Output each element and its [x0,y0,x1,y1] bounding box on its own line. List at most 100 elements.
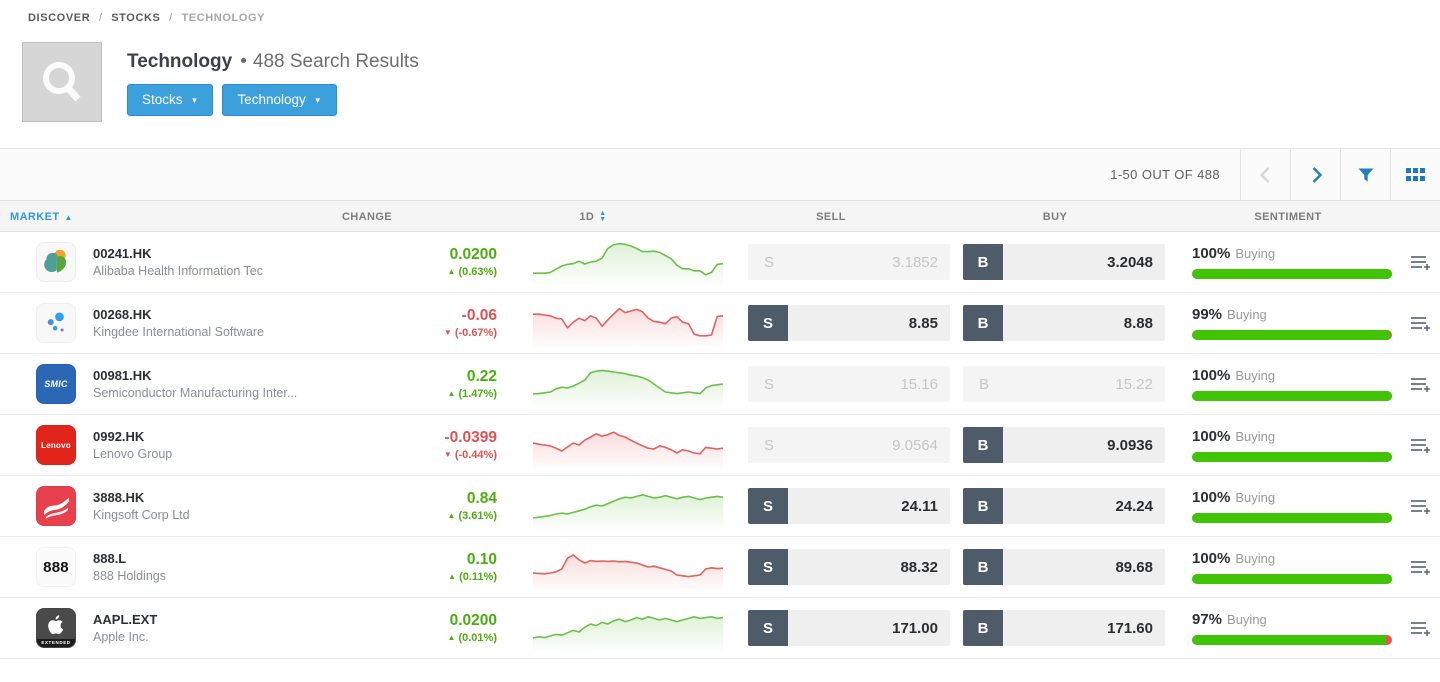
instrument-symbol[interactable]: 888.L [93,551,127,566]
sell-price: 9.0564 [892,436,938,454]
change-direction-icon: ▲ [447,632,456,642]
change-cell: 0.0200 ▲ (0.01%) [360,612,497,644]
instrument-name: Kingdee International Software [93,325,264,339]
change-direction-icon: ▲ [447,388,456,398]
market-cell[interactable]: SMIC 00981.HK Semiconductor Manufacturin… [0,364,360,404]
filter-funnel-icon [1356,165,1376,185]
change-cell: 0.22 ▲ (1.47%) [360,368,497,400]
table-row[interactable]: SMIC 00981.HK Semiconductor Manufacturin… [0,354,1440,415]
buy-button[interactable]: B 24.24 [963,488,1165,524]
add-to-watchlist-icon[interactable] [1407,372,1431,396]
buy-letter: B [963,244,1003,280]
add-to-watchlist-icon[interactable] [1407,494,1431,518]
market-cell[interactable]: Lenovo 0992.HK Lenovo Group [0,425,360,465]
buy-button[interactable]: B 89.68 [963,549,1165,585]
asset-class-dropdown[interactable]: Stocks ▼ [127,84,214,116]
table-row[interactable]: Lenovo 0992.HK Lenovo Group -0.0399 ▼ (-0… [0,415,1440,476]
add-to-watchlist-icon[interactable] [1407,433,1431,457]
instrument-logo: 888 [36,547,76,587]
change-percent-line: ▲ (0.01%) [360,632,497,644]
instrument-symbol[interactable]: 00981.HK [93,368,152,383]
buy-cell: B 15.22 [963,366,1165,402]
change-percent-line: ▼ (-0.67%) [360,327,497,339]
instrument-logo [36,303,76,343]
market-cell[interactable]: 00268.HK Kingdee International Software [0,303,360,343]
instrument-symbol[interactable]: 00268.HK [93,307,152,322]
column-header-buy-label: BUY [1042,211,1068,223]
table-row[interactable]: 00241.HK Alibaba Health Information Tec … [0,232,1440,293]
table-row[interactable]: 00268.HK Kingdee International Software … [0,293,1440,354]
instrument-symbol[interactable]: 0992.HK [93,429,145,444]
instrument-name: Lenovo Group [93,447,173,461]
table-row[interactable]: EXTENDED AAPL.EXT Apple Inc. 0.0200 ▲ (0.… [0,598,1440,659]
breadcrumb-discover[interactable]: DISCOVER [28,12,91,24]
market-cell[interactable]: 00241.HK Alibaba Health Information Tec [0,242,360,282]
sentiment-label: Buying [1235,368,1276,383]
breadcrumb-separator: / [98,12,103,24]
sell-cell: S 171.00 [748,610,950,646]
sell-letter: S [748,488,788,524]
sentiment-label: Buying [1227,307,1267,322]
add-to-watchlist-icon[interactable] [1407,311,1431,335]
change-direction-icon: ▼ [443,449,452,459]
sentiment-text: 97% Buying [1192,611,1392,628]
table-header: MARKET ▲ CHANGE 1D ▲ ▼ SELL BUY SENTIMENT [0,200,1440,232]
column-header-market[interactable]: MARKET ▲ [10,201,73,233]
chevron-down-icon: ▼ [313,95,322,105]
column-header-1d[interactable]: 1D ▲ ▼ [579,201,606,233]
instrument-logo: EXTENDED [36,608,76,648]
watch-cell [1404,372,1434,396]
buy-button[interactable]: B 171.60 [963,610,1165,646]
grid-view-button[interactable] [1390,148,1440,201]
sell-cell: S 15.16 [748,366,950,402]
market-cell[interactable]: EXTENDED AAPL.EXT Apple Inc. [0,608,360,648]
sentiment-text: 100% Buying [1192,245,1392,262]
table-row[interactable]: 3888.HK Kingsoft Corp Ltd 0.84 ▲ (3.61%) … [0,476,1440,537]
instrument-names: 00981.HK Semiconductor Manufacturing Int… [93,368,297,400]
sell-button[interactable]: S 171.00 [748,610,950,646]
sparkline-chart [532,483,724,529]
sentiment-label: Buying [1235,246,1276,261]
add-to-watchlist-icon[interactable] [1407,616,1431,640]
sentiment-text: 100% Buying [1192,367,1392,384]
change-percent-line: ▲ (1.47%) [360,388,497,400]
market-cell[interactable]: 888 888.L 888 Holdings [0,547,360,587]
change-direction-icon: ▲ [447,266,456,276]
market-cell[interactable]: 3888.HK Kingsoft Corp Ltd [0,486,360,526]
change-value: 0.0200 [449,246,497,264]
instrument-symbol[interactable]: 00241.HK [93,246,152,261]
instrument-symbol[interactable]: 3888.HK [93,490,145,505]
chevron-left-icon [1255,164,1277,186]
column-header-sentiment: SENTIMENT [1254,201,1321,233]
sell-cell: S 24.11 [748,488,950,524]
buy-button[interactable]: B 9.0936 [963,427,1165,463]
instrument-names: 888.L 888 Holdings [93,551,166,583]
sell-button[interactable]: S 8.85 [748,305,950,341]
table-row[interactable]: 888 888.L 888 Holdings 0.10 ▲ (0.11%) S 8… [0,537,1440,598]
buy-letter: B [963,305,1003,341]
breadcrumb-stocks[interactable]: STOCKS [111,12,161,24]
sell-button[interactable]: S 88.32 [748,549,950,585]
watch-cell [1404,433,1434,457]
sell-cell: S 9.0564 [748,427,950,463]
sector-dropdown[interactable]: Technology ▼ [222,84,337,116]
buy-letter: B [979,375,990,393]
add-to-watchlist-icon[interactable] [1407,250,1431,274]
instrument-symbol[interactable]: AAPL.EXT [93,612,158,627]
buy-price: 171.60 [1003,610,1165,646]
sell-button[interactable]: S 24.11 [748,488,950,524]
next-page-button[interactable] [1290,148,1340,201]
change-percent-line: ▲ (0.63%) [360,266,497,278]
change-value: 0.10 [466,551,497,569]
change-percent-line: ▲ (3.61%) [360,510,497,522]
buy-button[interactable]: B 3.2048 [963,244,1165,280]
search-icon [34,54,90,110]
buy-price: 8.88 [1003,305,1165,341]
add-to-watchlist-icon[interactable] [1407,555,1431,579]
sell-price: 15.16 [900,375,938,393]
buy-button[interactable]: B 8.88 [963,305,1165,341]
sentiment-bar [1192,513,1392,523]
table-body: 00241.HK Alibaba Health Information Tec … [0,232,1440,659]
filter-button[interactable] [1340,148,1390,201]
asset-class-dropdown-label: Stocks [142,92,183,107]
